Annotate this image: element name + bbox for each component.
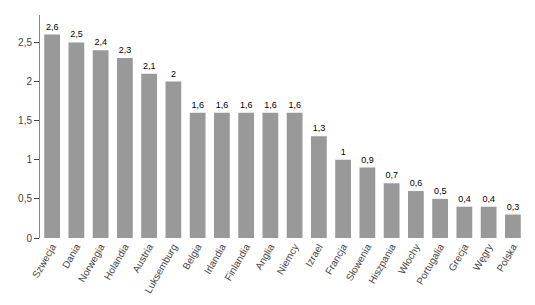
svg-text:Holandia: Holandia xyxy=(102,242,131,282)
svg-text:2,6: 2,6 xyxy=(46,22,59,32)
svg-text:0,7: 0,7 xyxy=(385,170,398,180)
svg-text:2,3: 2,3 xyxy=(119,45,132,55)
svg-text:1,6: 1,6 xyxy=(240,100,253,110)
svg-text:2,5: 2,5 xyxy=(70,29,83,39)
svg-text:Słowenia: Słowenia xyxy=(344,242,374,283)
svg-text:Niemcy: Niemcy xyxy=(274,242,300,276)
svg-text:2,1: 2,1 xyxy=(143,61,156,71)
svg-text:Anglia: Anglia xyxy=(253,242,277,272)
svg-text:Francja: Francja xyxy=(323,242,349,277)
svg-text:0: 0 xyxy=(26,233,32,244)
svg-text:Irlandia: Irlandia xyxy=(202,242,228,276)
svg-text:Hiszpania: Hiszpania xyxy=(366,242,398,286)
svg-text:1,5: 1,5 xyxy=(18,115,32,126)
svg-text:1: 1 xyxy=(341,147,346,157)
svg-text:0,3: 0,3 xyxy=(507,202,520,212)
svg-text:0,9: 0,9 xyxy=(361,155,374,165)
svg-text:Finlandia: Finlandia xyxy=(222,242,252,283)
svg-text:Węgry: Węgry xyxy=(471,242,495,273)
svg-text:0,5: 0,5 xyxy=(18,193,32,204)
svg-text:1,6: 1,6 xyxy=(264,100,277,110)
svg-text:Belgia: Belgia xyxy=(180,242,204,272)
svg-text:0,5: 0,5 xyxy=(434,186,447,196)
svg-text:1,3: 1,3 xyxy=(313,123,326,133)
svg-text:Szwecja: Szwecja xyxy=(30,242,58,280)
svg-text:Izrael: Izrael xyxy=(303,242,325,269)
svg-text:Dania: Dania xyxy=(60,242,83,271)
svg-text:Austria: Austria xyxy=(130,242,155,275)
svg-text:1: 1 xyxy=(26,154,32,165)
svg-text:1,6: 1,6 xyxy=(216,100,229,110)
svg-text:Norwegia: Norwegia xyxy=(76,242,107,284)
svg-text:Luksemburg: Luksemburg xyxy=(142,242,179,295)
svg-text:Włochy: Włochy xyxy=(396,242,422,276)
svg-text:1,6: 1,6 xyxy=(191,100,204,110)
svg-text:2,5: 2,5 xyxy=(18,37,32,48)
svg-text:2: 2 xyxy=(26,76,32,87)
svg-text:Portugalia: Portugalia xyxy=(414,242,446,287)
svg-text:0,4: 0,4 xyxy=(458,194,471,204)
svg-text:0,4: 0,4 xyxy=(482,194,495,204)
svg-text:Grecja: Grecja xyxy=(446,242,470,273)
svg-text:1,6: 1,6 xyxy=(288,100,301,110)
svg-text:0,6: 0,6 xyxy=(410,178,423,188)
svg-text:2: 2 xyxy=(171,69,176,79)
svg-text:Polska: Polska xyxy=(494,242,519,274)
svg-text:2,4: 2,4 xyxy=(94,37,107,47)
